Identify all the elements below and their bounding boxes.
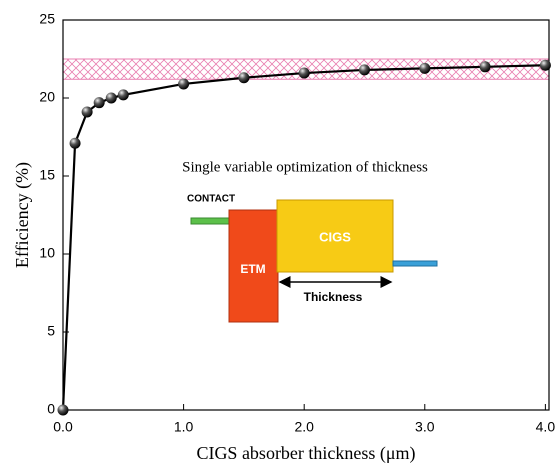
inset-diagram: Single variable optimization of thicknes…: [182, 159, 438, 323]
data-point: [57, 404, 69, 416]
y-tick-label: 5: [47, 323, 55, 339]
x-tick-label: 4.0: [536, 419, 556, 435]
data-point: [238, 72, 250, 84]
x-tick-label: 0.0: [53, 419, 73, 435]
y-tick-label: 10: [39, 245, 55, 261]
data-point: [539, 59, 551, 71]
data-point: [178, 78, 190, 90]
x-tick-label: 3.0: [415, 419, 435, 435]
y-tick-label: 15: [39, 167, 55, 183]
data-point: [105, 92, 117, 104]
cigs-label: CIGS: [319, 229, 351, 244]
data-point: [117, 89, 129, 101]
back-contact: [392, 260, 438, 267]
data-point: [419, 62, 431, 74]
plot-frame: [62, 19, 550, 411]
contact-label: CONTACT: [187, 194, 235, 205]
y-tick-label: 0: [47, 401, 55, 417]
cigs-layer: [276, 199, 394, 273]
data-point: [93, 97, 105, 109]
x-tick-label: 2.0: [294, 419, 314, 435]
data-point: [81, 106, 93, 118]
data-point: [479, 61, 491, 73]
x-tick-label: 1.0: [174, 419, 194, 435]
y-tick-label: 20: [39, 89, 55, 105]
contact-layer: [190, 217, 232, 225]
x-axis-label: CIGS absorber thickness (μm): [196, 443, 415, 464]
data-point: [298, 67, 310, 79]
y-axis-label: Efficiency (%): [12, 162, 33, 268]
etm-label: ETM: [240, 262, 265, 276]
y-tick-label: 25: [39, 11, 55, 27]
thickness-label: Thickness: [304, 290, 363, 304]
data-point: [358, 64, 370, 76]
data-point: [69, 137, 81, 149]
etm-layer: [228, 209, 279, 323]
inset-title: Single variable optimization of thicknes…: [182, 159, 428, 175]
